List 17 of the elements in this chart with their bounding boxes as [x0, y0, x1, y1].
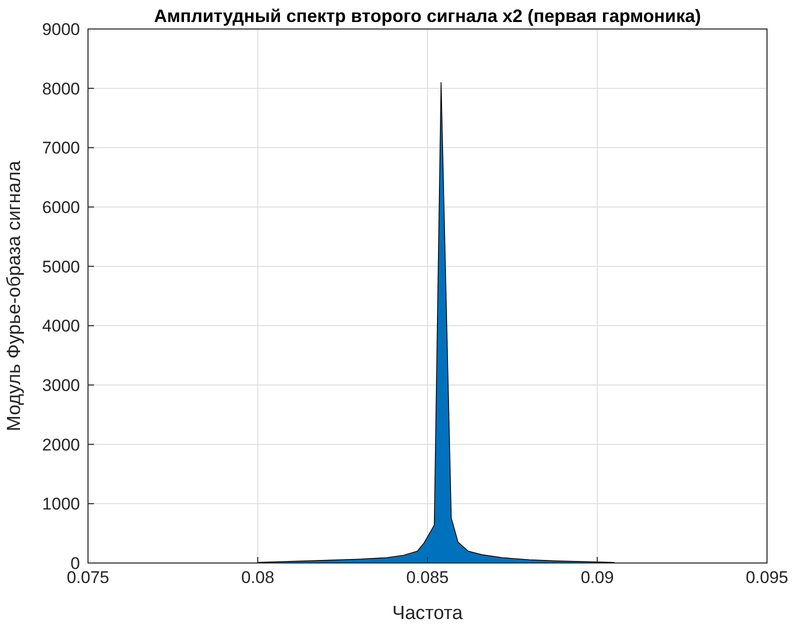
- x-axis-title: Частота: [392, 603, 464, 624]
- y-tick-label: 3000: [42, 376, 80, 395]
- y-tick-label: 7000: [42, 138, 80, 158]
- chart-title: Амплитудный спектр второго сигнала x2 (первая гармоника): [154, 6, 702, 26]
- y-tick-label: 6000: [42, 198, 80, 217]
- y-tick-label: 9000: [42, 20, 80, 39]
- y-tick-label: 5000: [42, 257, 80, 276]
- y-tick-label: 1000: [42, 494, 80, 514]
- y-tick-label: 4000: [42, 316, 80, 336]
- x-tick-label: 0.09: [580, 568, 614, 587]
- y-tick-label: 8000: [42, 79, 80, 98]
- x-tick-label: 0.095: [746, 568, 788, 587]
- y-axis-title: Модуль Фурье-образа сигнала: [4, 160, 25, 432]
- x-tick-label: 0.085: [406, 568, 449, 587]
- x-tick-label: 0.08: [241, 568, 274, 587]
- x-tick-label: 0.075: [66, 568, 110, 587]
- y-tick-label: 2000: [42, 435, 80, 454]
